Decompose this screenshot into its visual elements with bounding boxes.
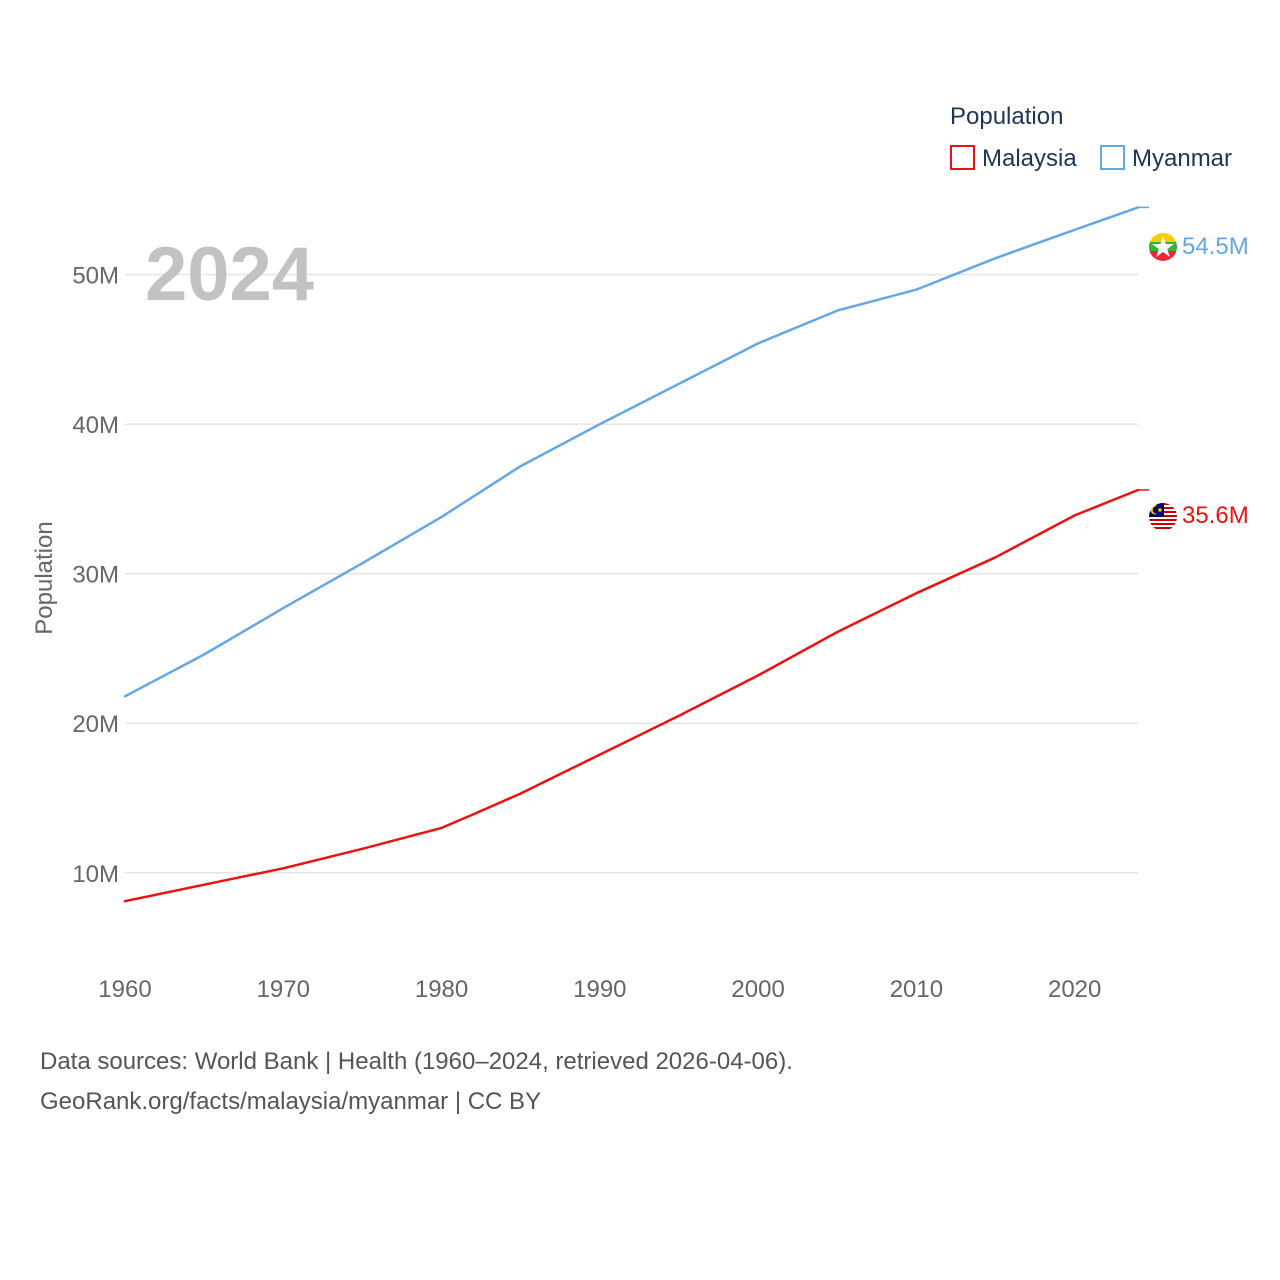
footer: Data sources: World Bank | Health (1960–…	[40, 1042, 793, 1122]
series-line-myanmar	[123, 206, 1140, 698]
x-tick-label: 1960	[98, 976, 151, 1003]
x-tick-label: 2000	[731, 976, 784, 1003]
malaysia-end-label: 35.6M	[1182, 502, 1249, 529]
x-axis-ticks: 1960 1970 1980 1990 2000 2010 2020	[98, 976, 1101, 1003]
legend-item-malaysia[interactable]: Malaysia	[950, 145, 1077, 172]
myanmar-end-label: 54.5M	[1182, 233, 1249, 260]
series-line-malaysia	[123, 488, 1140, 903]
x-tick-label: 1980	[415, 976, 468, 1003]
x-tick-label: 2020	[1048, 976, 1101, 1003]
legend-item-myanmar[interactable]: Myanmar	[1100, 145, 1232, 172]
legend-swatch-myanmar	[1100, 145, 1125, 170]
x-tick-label: 1990	[573, 976, 626, 1003]
x-tick-label: 2010	[890, 976, 943, 1003]
x-tick-label: 1970	[257, 976, 310, 1003]
y-tick-label: 50M	[72, 263, 119, 290]
legend-label-myanmar: Myanmar	[1132, 145, 1232, 172]
y-axis-ticks: 10M 20M 30M 40M 50M	[72, 263, 119, 888]
legend: Population Malaysia Myanmar	[950, 103, 1232, 172]
legend-swatch-malaysia	[950, 145, 975, 170]
legend-title: Population	[950, 103, 1063, 130]
credit-link[interactable]: GeoRank.org/facts/malaysia/myanmar | CC …	[40, 1088, 542, 1115]
y-tick-label: 40M	[72, 412, 119, 439]
legend-label-malaysia: Malaysia	[982, 145, 1077, 172]
y-tick-label: 10M	[72, 861, 119, 888]
y-tick-label: 20M	[72, 711, 119, 738]
y-tick-label: 30M	[72, 562, 119, 589]
y-axis-label: Population	[31, 521, 58, 634]
series-lines	[123, 206, 1149, 903]
year-label: 2024	[145, 232, 314, 317]
myanmar-flag-icon	[1149, 233, 1177, 261]
data-sources-note: Data sources: World Bank | Health (1960–…	[40, 1048, 793, 1075]
gridlines	[125, 273, 1138, 874]
malaysia-flag-icon	[1149, 503, 1177, 531]
